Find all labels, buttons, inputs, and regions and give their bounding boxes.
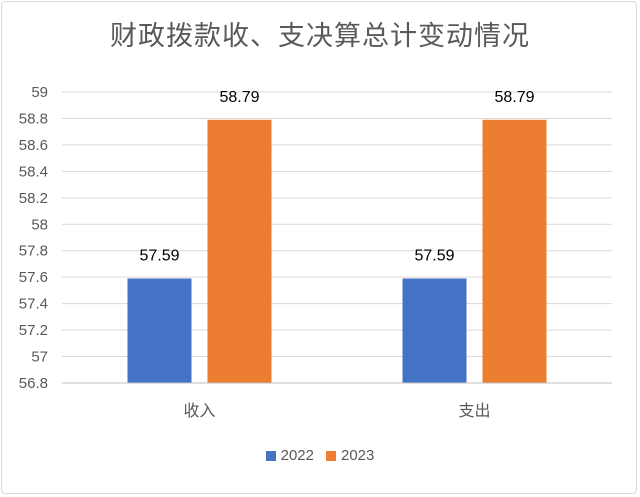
chart-title: 财政拨款收、支决算总计变动情况 <box>110 21 530 52</box>
y-tick-label-2: 57.2 <box>19 322 48 339</box>
y-tick-label-1: 57 <box>31 349 48 366</box>
legend-item-2023: 2023 <box>326 447 374 464</box>
bar-2022-0 <box>127 278 192 383</box>
legend-label-2023: 2023 <box>341 447 375 464</box>
y-tick-label-8: 58.4 <box>19 163 48 180</box>
data-label-2023-1: 58.79 <box>494 89 534 106</box>
legend-swatch-2022 <box>265 450 276 461</box>
y-tick-label-3: 57.4 <box>19 296 48 313</box>
y-tick-label-10: 58.8 <box>19 110 48 127</box>
legend-swatch-2023 <box>326 450 336 461</box>
data-label-2022-0: 57.59 <box>139 248 179 265</box>
y-tick-label-11: 59 <box>31 84 48 101</box>
legend-label-2022: 2022 <box>280 447 314 464</box>
legend-item-2022: 2022 <box>265 447 314 464</box>
category-label-0: 收入 <box>183 401 215 420</box>
bar-2022-1 <box>402 278 467 383</box>
bar-2023-0 <box>207 119 272 383</box>
y-tick-label-0: 56.8 <box>19 375 48 392</box>
y-tick-label-6: 58 <box>31 216 48 233</box>
bar-2023-1 <box>482 119 547 383</box>
data-label-2023-0: 58.79 <box>219 89 259 106</box>
legend: 2022 2023 <box>0 447 640 464</box>
data-label-2022-1: 57.59 <box>414 248 454 265</box>
y-tick-label-9: 58.6 <box>19 137 48 154</box>
category-label-1: 支出 <box>458 401 490 420</box>
y-tick-label-7: 58.2 <box>19 190 48 207</box>
y-tick-label-4: 57.6 <box>19 269 48 286</box>
y-tick-label-5: 57.8 <box>19 243 48 260</box>
